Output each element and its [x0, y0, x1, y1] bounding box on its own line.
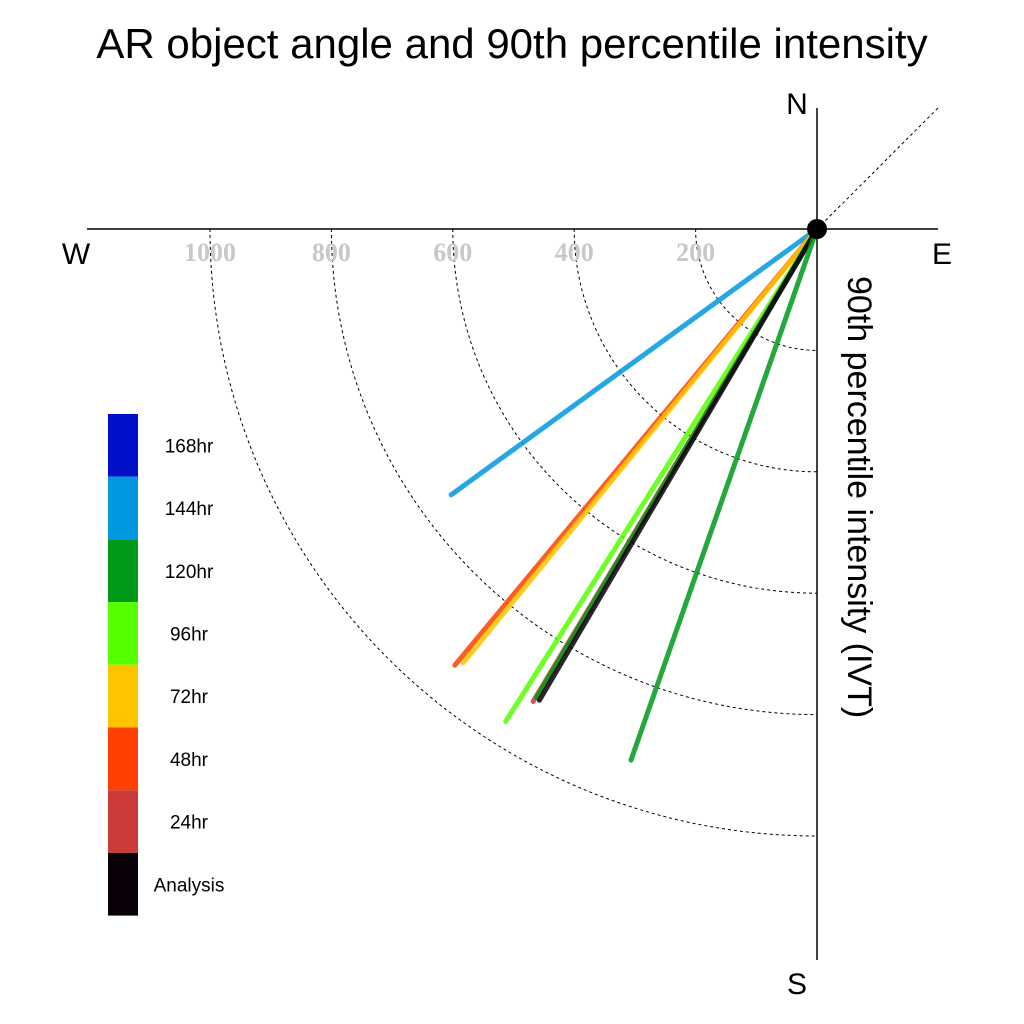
legend: 168hr 144hr 120hr 96hr 72hr 48hr 24hr Analysis	[108, 414, 224, 916]
compass-west: W	[62, 238, 91, 271]
tick-label-1000: 1000	[184, 238, 236, 267]
legend-swatch-120hr	[108, 539, 138, 603]
legend-label-72hr: 72hr	[170, 687, 209, 708]
grid-arc-200	[695, 228, 818, 351]
diagonal-reference-line	[816, 107, 939, 230]
grid-arc-600	[452, 228, 818, 594]
legend-label-48hr: 48hr	[170, 750, 209, 771]
compass-north: N	[786, 88, 808, 121]
radial-tick-labels: 200 400 600 800 1000	[184, 238, 715, 267]
tick-label-600: 600	[433, 238, 472, 267]
vector-analysis-6	[536, 226, 820, 703]
grid-arc-1000	[209, 228, 818, 837]
compass-south: S	[787, 968, 807, 1001]
legend-swatch-24hr	[108, 790, 138, 853]
legend-label-analysis: Analysis	[154, 875, 225, 896]
legend-swatch-analysis	[108, 852, 138, 916]
legend-swatch-168hr	[108, 414, 138, 477]
origin-marker	[807, 219, 827, 239]
grid-arc-800	[330, 228, 818, 716]
legend-swatch-72hr	[108, 664, 138, 728]
compass-east: E	[932, 238, 952, 271]
legend-label-24hr: 24hr	[170, 813, 209, 834]
vector-lines	[448, 226, 820, 763]
tick-label-800: 800	[312, 238, 351, 267]
legend-label-120hr: 120hr	[165, 562, 214, 583]
chart-title: AR object angle and 90th percentile inte…	[96, 20, 927, 67]
tick-label-200: 200	[676, 238, 715, 267]
tick-label-400: 400	[555, 238, 594, 267]
vector-120hr-7	[628, 226, 820, 763]
vector-144hr-0	[448, 226, 820, 498]
grid-arc-400	[573, 228, 818, 473]
y-axis-label: 90th percentile intensity (IVT)	[840, 276, 878, 718]
legend-swatch-144hr	[108, 476, 138, 540]
legend-swatch-96hr	[108, 602, 138, 665]
legend-label-168hr: 168hr	[165, 436, 214, 457]
legend-label-144hr: 144hr	[165, 499, 214, 520]
legend-label-96hr: 96hr	[170, 624, 209, 645]
radial-grid	[209, 228, 818, 837]
vector-72hr-2	[460, 226, 820, 666]
legend-swatch-48hr	[108, 727, 138, 791]
